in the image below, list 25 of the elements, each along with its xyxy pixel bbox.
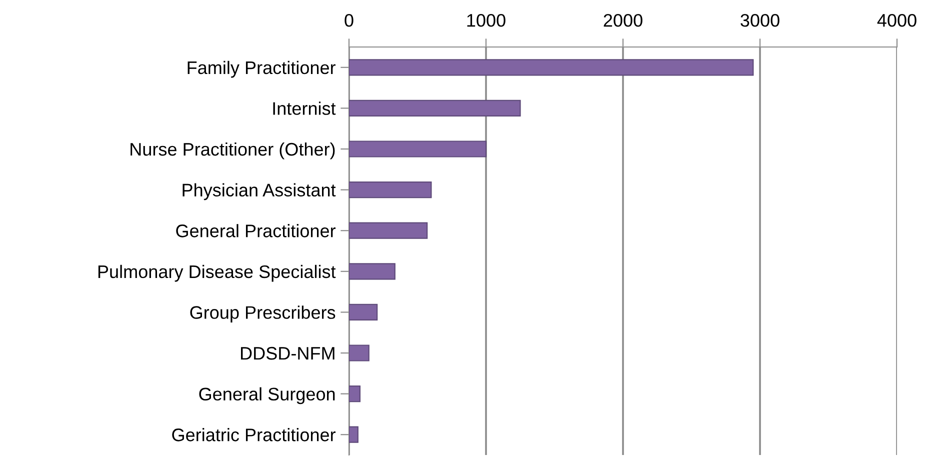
- bar: [349, 59, 754, 76]
- bar: [349, 426, 358, 443]
- bar: [349, 222, 428, 239]
- y-tick-label: General Practitioner: [176, 224, 336, 238]
- y-tick-label: Group Prescribers: [190, 306, 336, 322]
- y-tick-label: DDSD-NFM: [241, 346, 334, 360]
- y-tick-label: Family Practitioner: [188, 60, 336, 78]
- x-tick-label: 3000: [740, 14, 780, 27]
- bar: [349, 304, 378, 321]
- x-tick-label: 2000: [604, 14, 642, 27]
- y-tick-label: Internist: [273, 102, 336, 115]
- y-tick-label: Geriatric Practitioner: [172, 428, 336, 442]
- bar: [349, 344, 370, 362]
- x-tick-label: 4000: [877, 14, 916, 27]
- x-tick-label: 1000: [467, 14, 506, 27]
- bar: [349, 263, 396, 280]
- bar: [349, 181, 432, 198]
- bar: [349, 140, 487, 158]
- y-tick-label: Pulmonary Disease Specialist: [98, 264, 336, 282]
- x-tick-label: 0: [344, 14, 354, 27]
- bar: [349, 100, 521, 117]
- bar: [349, 385, 361, 402]
- y-tick-label: General Surgeon: [199, 387, 335, 404]
- y-tick-label: Physician Assistant: [182, 183, 336, 200]
- y-tick-label: Nurse Practitioner (Other): [130, 142, 335, 160]
